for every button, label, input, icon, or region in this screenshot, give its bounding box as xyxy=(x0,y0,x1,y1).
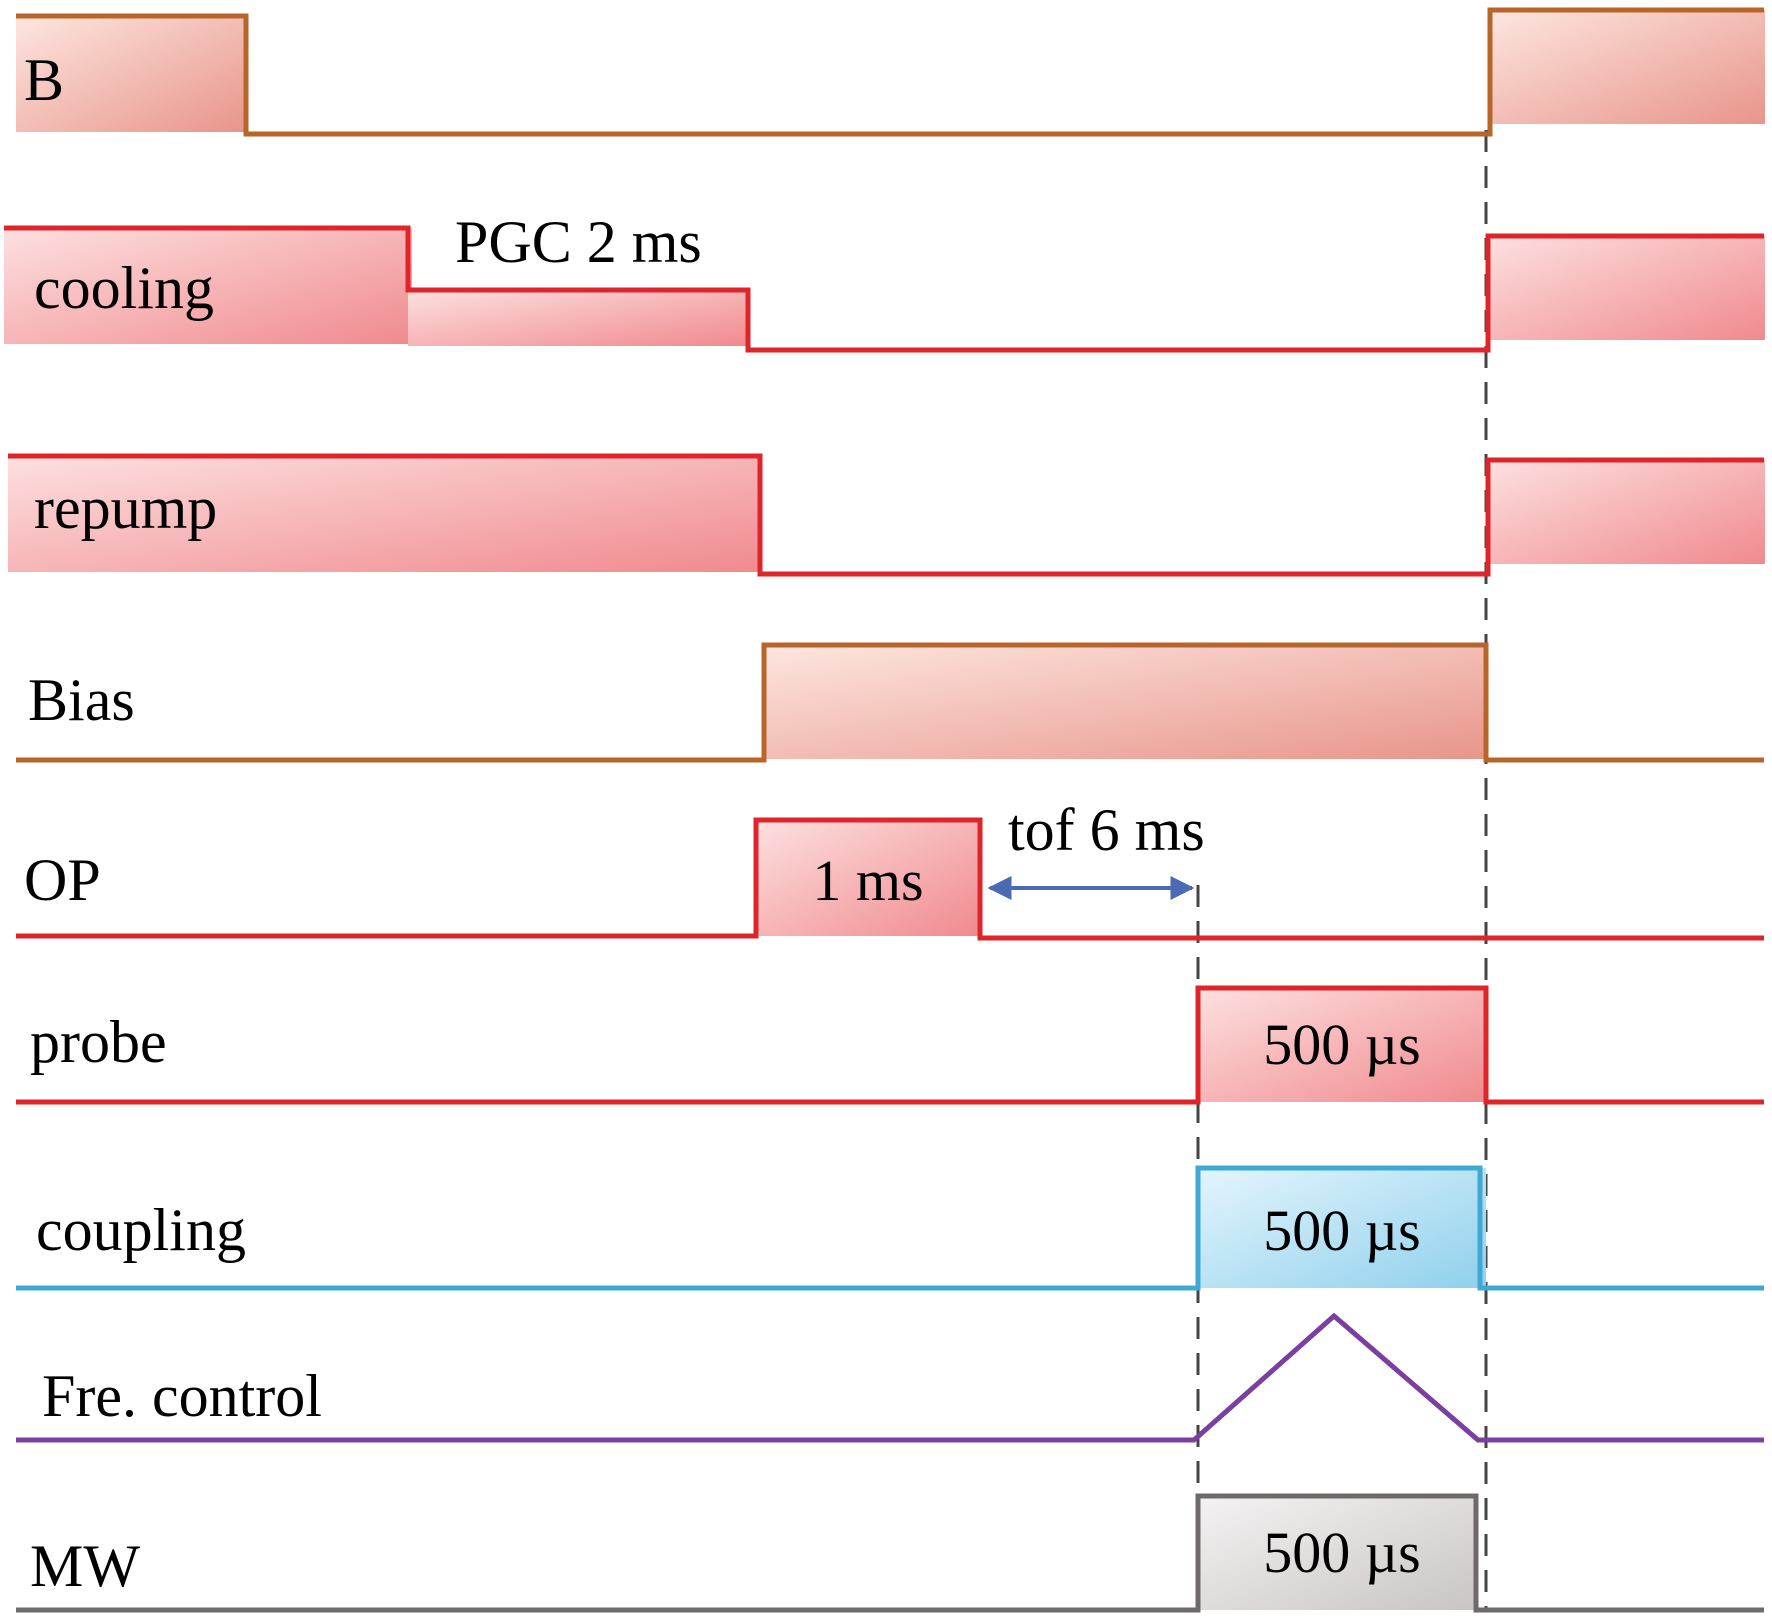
repump-label: repump xyxy=(34,475,217,541)
cooling-fill-mot xyxy=(4,228,412,344)
row-probe: probe 500 µs xyxy=(16,985,1764,1105)
row-bias: Bias xyxy=(16,642,1764,763)
coupling-pulse-label: 500 µs xyxy=(1263,1198,1421,1263)
bias-signal-line xyxy=(16,642,1764,763)
op-label: OP xyxy=(24,847,101,913)
mw-pulse-label: 500 µs xyxy=(1263,1520,1421,1585)
freq-control-label: Fre. control xyxy=(42,1363,322,1429)
mw-pulse-fill xyxy=(1198,1496,1476,1610)
b-signal-line xyxy=(16,7,1764,137)
tof-annotation: tof 6 ms xyxy=(1008,797,1205,863)
op-signal-line xyxy=(16,817,1764,941)
cooling-fill-right xyxy=(1490,236,1765,340)
b-label: B xyxy=(24,47,64,113)
freq-control-signal-line xyxy=(16,1312,1764,1443)
op-pulse-fill xyxy=(756,820,980,936)
row-cooling: cooling PGC 2 ms xyxy=(4,209,1765,353)
probe-signal-line xyxy=(16,985,1764,1105)
b-fill-right xyxy=(1490,10,1765,124)
row-repump: repump xyxy=(8,453,1765,577)
coupling-label: coupling xyxy=(36,1197,246,1263)
mw-signal-line xyxy=(16,1493,1764,1613)
b-fill-left xyxy=(16,16,246,132)
row-mw: MW 500 µs xyxy=(16,1493,1764,1613)
bias-label: Bias xyxy=(28,667,135,733)
repump-fill-right xyxy=(1490,460,1765,564)
cooling-label: cooling xyxy=(34,255,214,321)
probe-pulse-fill xyxy=(1198,988,1486,1102)
repump-signal-line xyxy=(8,453,1764,577)
repump-fill-left xyxy=(8,456,760,572)
op-pulse-label: 1 ms xyxy=(812,848,923,913)
coupling-pulse-fill xyxy=(1198,1168,1486,1288)
cooling-fill-pgc xyxy=(408,290,748,346)
cooling-signal-line xyxy=(4,225,1764,353)
probe-label: probe xyxy=(30,1009,167,1075)
row-b: B xyxy=(16,7,1765,137)
mw-label: MW xyxy=(30,1533,140,1599)
coupling-signal-line xyxy=(16,1165,1764,1291)
pgc-annotation: PGC 2 ms xyxy=(455,209,702,275)
bias-fill xyxy=(764,645,1486,759)
row-op: OP 1 ms tof 6 ms xyxy=(16,797,1764,941)
row-coupling: coupling 500 µs xyxy=(16,1165,1764,1291)
probe-pulse-label: 500 µs xyxy=(1263,1012,1421,1077)
row-freq-control: Fre. control xyxy=(16,1312,1764,1443)
